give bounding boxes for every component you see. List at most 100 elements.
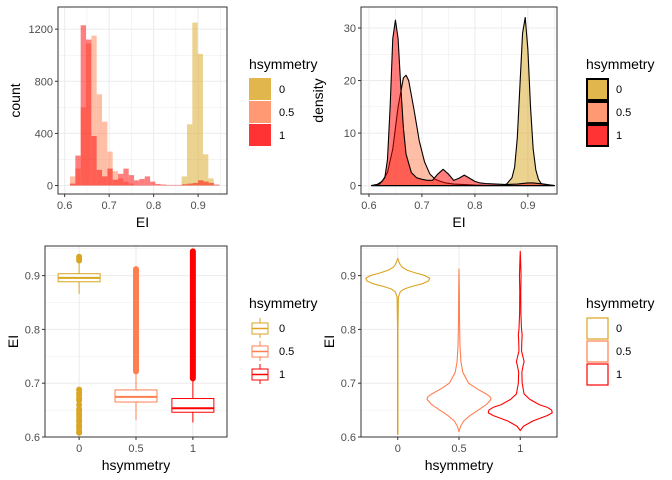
x-tick-label: 0.7 <box>101 200 116 212</box>
series-1 <box>70 25 220 186</box>
histogram-bar <box>80 25 87 186</box>
legend-label: 0.5 <box>279 107 294 119</box>
y-tick-label: 800 <box>35 76 53 88</box>
y-axis-title: count <box>7 83 23 117</box>
x-tick-label: 0.5 <box>128 443 143 455</box>
histogram-bar <box>192 182 199 186</box>
legend-key-1: 1 <box>249 124 285 146</box>
legend-label: 0.5 <box>616 346 631 358</box>
violin-0.5 <box>426 268 492 433</box>
outlier-point <box>76 401 83 408</box>
legend: hsymmetry 0 0.5 1 <box>586 56 654 147</box>
histogram-bar <box>171 184 177 186</box>
histogram-bar <box>197 53 203 186</box>
chart-panel-3: 0.60.70.80.90 0.5 1hsymmetryEIhsymmetry00.… <box>5 245 317 473</box>
x-tick-label: 0.7 <box>414 200 429 212</box>
histogram-bar <box>182 184 188 186</box>
x-tick-label: 1 <box>190 443 196 455</box>
data-layer <box>371 16 555 187</box>
legend-key-0.5: 0.5 <box>586 340 631 363</box>
y-tick-label: 10 <box>344 128 356 140</box>
histogram-bar <box>187 183 193 186</box>
histogram-bar <box>181 176 187 186</box>
legend-label: 0 <box>279 323 285 335</box>
legend-label: 0 <box>616 323 622 335</box>
legend-key-1: 1 <box>251 364 285 384</box>
legend-swatch <box>249 78 271 100</box>
y-axis-title: EI <box>5 335 21 348</box>
histogram-bar <box>192 22 198 186</box>
legend-label: 0 <box>616 84 622 96</box>
y-tick-label: 0.6 <box>25 432 40 444</box>
y-tick-label: 20 <box>344 76 356 88</box>
box-0 <box>57 253 101 436</box>
y-axis-title: EI <box>321 335 337 348</box>
legend-key-1: 1 <box>586 363 622 386</box>
legend-label: 1 <box>616 130 622 142</box>
x-axis-title: EI <box>136 214 149 230</box>
histogram-bar <box>70 183 76 186</box>
histogram-bar <box>102 176 108 186</box>
x-tick-label: 1 <box>517 443 523 455</box>
outlier-point <box>76 253 83 260</box>
legend-label: 1 <box>279 369 285 381</box>
histogram-bar <box>155 183 161 186</box>
legend-swatch <box>249 124 271 146</box>
axes: 0.6 0.7 0.8 0.9 0 0.5 1 hsymmetry EI <box>5 271 196 473</box>
histogram-bar <box>102 121 108 186</box>
histogram-bar <box>86 39 92 186</box>
axes: 0 10 20 30 0.6 0.7 0.8 0.9 EI density <box>310 23 536 230</box>
data-layer <box>70 22 220 186</box>
violin-1 <box>487 250 553 432</box>
legend-label: 0.5 <box>279 346 294 358</box>
legend-title: hsymmetry <box>586 295 654 311</box>
histogram-bar <box>123 168 129 186</box>
histogram-bar <box>118 173 124 186</box>
x-tick-label: 0.9 <box>190 200 205 212</box>
y-tick-label: 0.7 <box>341 378 356 390</box>
histogram-bar <box>203 181 209 186</box>
x-tick-label: 0.6 <box>361 200 376 212</box>
x-tick-label: 0.8 <box>467 200 482 212</box>
outlier-points <box>133 266 139 375</box>
legend-key-0.5: 0.5 <box>586 101 631 124</box>
histogram-bar <box>134 180 140 186</box>
y-tick-label: 30 <box>344 23 356 35</box>
outlier-point <box>76 386 83 393</box>
y-tick-label: 400 <box>35 128 53 140</box>
x-tick-label: 0.9 <box>520 200 535 212</box>
legend-label: 1 <box>616 369 622 381</box>
density-curve-1 <box>371 19 555 187</box>
chart-panel-1: 0 400 800 1200 0.6 0.7 0.8 0.9 EI count hsymmetry 0… <box>7 6 317 230</box>
histogram-bar <box>208 178 214 186</box>
y-tick-label: 1200 <box>29 24 53 36</box>
histogram-bar <box>150 181 156 186</box>
legend-label: 0.5 <box>616 107 631 119</box>
legend-key-0: 0 <box>586 78 622 101</box>
legend-key-0.5: 0.5 <box>251 341 294 361</box>
panel-border <box>360 6 558 195</box>
x-tick-label: 0 <box>395 443 401 455</box>
x-tick-label: 0.5 <box>451 443 466 455</box>
y-axis-title: density <box>310 78 326 122</box>
x-tick-label: 0.6 <box>57 200 72 212</box>
legend-key-0: 0 <box>251 318 285 338</box>
legend-key-1: 1 <box>586 124 622 147</box>
series-0 <box>181 22 214 186</box>
outlier-point <box>76 406 83 413</box>
histogram-bar <box>70 176 76 186</box>
legend-label: 0 <box>279 84 285 96</box>
histogram-bar <box>144 176 151 186</box>
legend-title: hsymmetry <box>249 295 317 311</box>
y-tick-label: 0.7 <box>25 378 40 390</box>
outlier-points <box>189 248 196 382</box>
box-1 <box>171 248 215 423</box>
box-0.5 <box>114 266 158 420</box>
data-layer <box>365 250 553 435</box>
histogram-bar <box>176 184 183 186</box>
histogram-bar <box>96 169 103 186</box>
histogram-bar <box>75 155 81 186</box>
histogram-bar <box>160 184 167 186</box>
legend-label: 1 <box>279 130 285 142</box>
histogram-bar <box>91 136 97 186</box>
